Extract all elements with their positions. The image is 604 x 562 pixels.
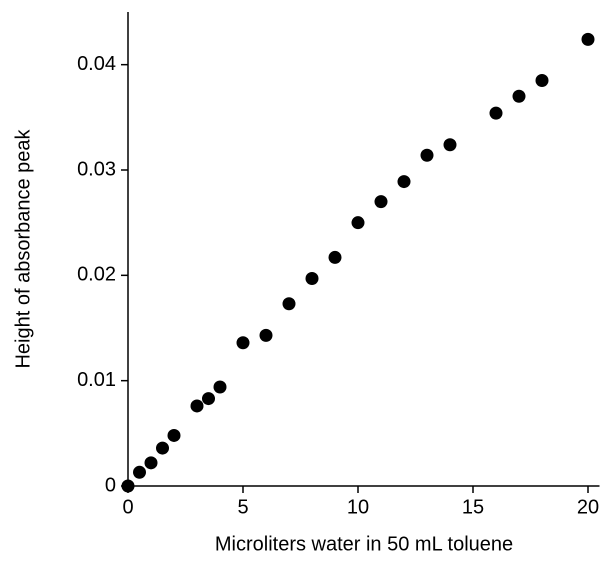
point [581,32,595,46]
x-tick-label: 20 [577,496,599,518]
point [305,271,319,285]
point [156,441,169,455]
x-tick-label: 5 [237,496,248,518]
point [167,428,181,442]
y-tick-label: 0.04 [77,53,116,75]
y-tick-label: 0.03 [77,158,116,180]
point [133,465,146,479]
point [420,148,434,162]
point [443,138,457,152]
y-axis-label: Height of absorbance peak [12,128,34,368]
x-tick-label: 0 [122,496,133,518]
point [328,250,342,264]
point [121,479,135,493]
point [202,392,215,406]
point [282,297,296,311]
y-tick-label: 0 [105,474,116,496]
point [144,456,158,470]
point [397,175,411,189]
point [236,336,250,350]
point [374,195,388,209]
point [489,106,503,120]
point [213,380,227,394]
point [512,89,526,103]
point [190,399,204,413]
x-axis-label: Microliters water in 50 mL toluene [215,533,513,555]
x-tick-label: 15 [462,496,484,518]
y-tick-label: 0.01 [77,369,116,391]
point [351,216,365,230]
x-tick-label: 10 [347,496,369,518]
point [259,328,273,342]
point [535,73,549,87]
y-tick-label: 0.02 [77,264,116,286]
